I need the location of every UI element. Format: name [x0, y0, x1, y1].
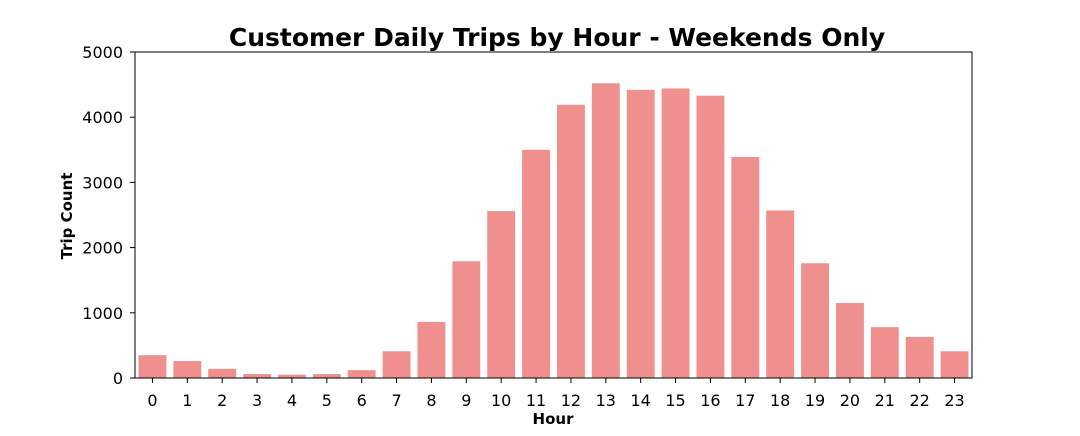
bar-hour-2: [208, 368, 237, 378]
plot-frame: [134, 51, 973, 379]
bar-hour-23: [940, 351, 969, 378]
bar-hour-16: [696, 95, 725, 379]
x-tick-label: 1: [182, 391, 192, 410]
bar-hour-13: [591, 83, 620, 379]
bar-hour-1: [173, 361, 202, 378]
x-axis: 0 1 2 3 4 5 6 7 8 9 10 11 12 13 14 15 16 17 18 19 20 21 22 23: [147, 378, 965, 410]
bar-hour-19: [801, 263, 830, 378]
bar-hour-5: [312, 374, 341, 378]
bar-hour-12: [556, 104, 585, 378]
bar-hour-4: [277, 374, 306, 378]
x-axis-label: Hour: [533, 410, 575, 428]
bar-hour-20: [835, 303, 864, 378]
x-tick-label: 12: [561, 391, 581, 410]
x-tick-label: 7: [391, 391, 401, 410]
x-tick-label: 17: [735, 391, 755, 410]
x-tick-label: 2: [217, 391, 227, 410]
y-tick-label: 2000: [82, 239, 123, 258]
x-tick-label: 20: [840, 391, 860, 410]
x-tick-label: 6: [357, 391, 367, 410]
x-tick-label: 16: [700, 391, 720, 410]
x-tick-label: 3: [252, 391, 262, 410]
x-tick-label: 19: [805, 391, 825, 410]
bar-hour-17: [731, 156, 760, 378]
bar-hour-22: [905, 336, 934, 378]
x-tick-label: 9: [461, 391, 471, 410]
x-tick-label: 13: [596, 391, 616, 410]
x-tick-label: 15: [665, 391, 685, 410]
x-tick-label: 11: [526, 391, 546, 410]
bar-hour-8: [417, 321, 446, 378]
y-tick-label: 1000: [82, 304, 123, 323]
y-tick-label: 4000: [82, 108, 123, 127]
y-tick-label: 5000: [82, 43, 123, 62]
bars: [138, 83, 969, 379]
y-axis: 0 1000 2000 3000 4000 5000: [82, 43, 135, 388]
x-tick-label: 21: [875, 391, 895, 410]
x-tick-label: 8: [426, 391, 436, 410]
bar-hour-9: [452, 261, 481, 378]
bar-hour-11: [522, 149, 551, 378]
y-tick-label: 0: [113, 369, 123, 388]
x-tick-label: 4: [287, 391, 297, 410]
bar-hour-15: [661, 88, 690, 378]
x-tick-label: 23: [944, 391, 964, 410]
x-tick-label: 18: [770, 391, 790, 410]
bar-hour-21: [870, 327, 899, 378]
x-tick-label: 22: [910, 391, 930, 410]
x-tick-label: 10: [491, 391, 511, 410]
x-tick-label: 0: [147, 391, 157, 410]
bar-hour-7: [382, 351, 411, 378]
bar-hour-0: [138, 355, 167, 378]
y-tick-label: 3000: [82, 173, 123, 192]
chart-title: Customer Daily Trips by Hour - Weekends …: [229, 23, 885, 52]
bar-hour-14: [626, 89, 655, 378]
y-axis-label: Trip Count: [58, 173, 76, 260]
bar-hour-3: [243, 374, 272, 378]
x-tick-label: 5: [322, 391, 332, 410]
bar-hour-18: [766, 210, 795, 378]
bar-hour-10: [487, 211, 516, 378]
bar-hour-6: [347, 370, 376, 378]
x-tick-label: 14: [631, 391, 651, 410]
